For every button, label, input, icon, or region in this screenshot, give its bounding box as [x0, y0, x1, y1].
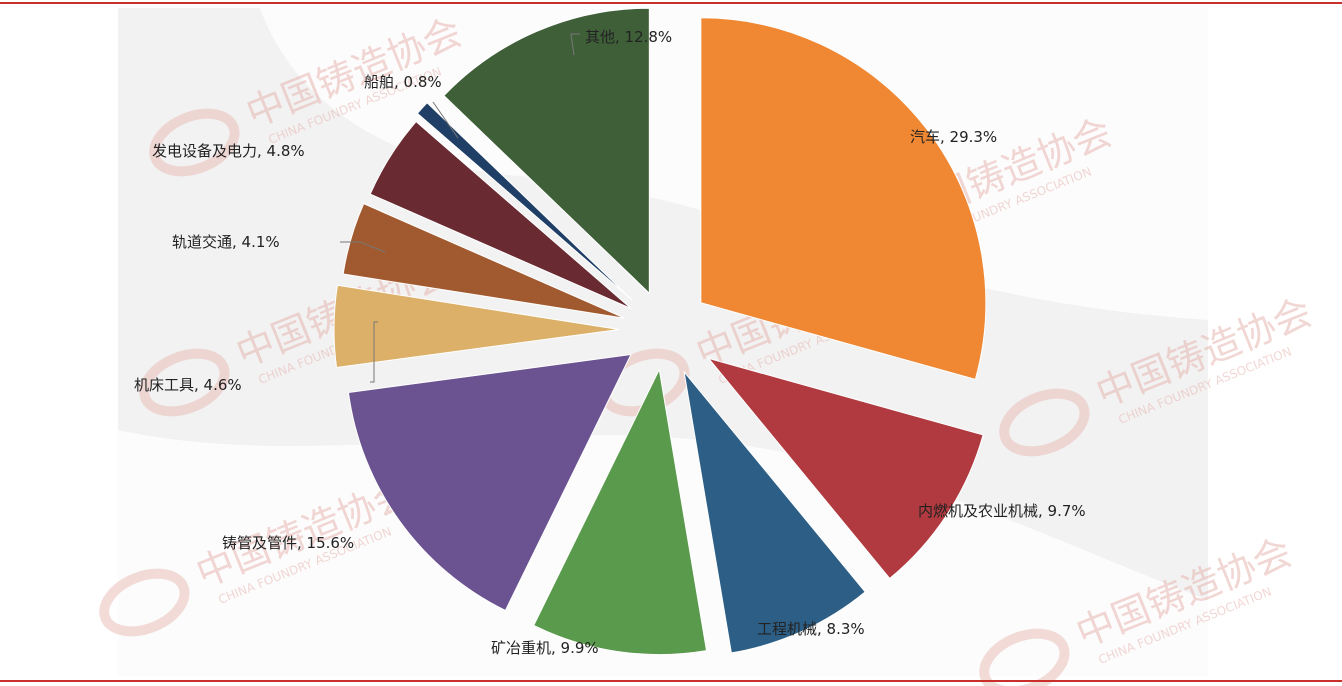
slice-label-5: 铸管及管件, 15.6% — [222, 534, 354, 552]
leader-line-7 — [340, 241, 386, 253]
slice-label-10: 其他, 12.8% — [585, 28, 672, 46]
slice-label-8: 发电设备及电力, 4.8% — [152, 142, 305, 160]
pie-slice-3 — [683, 370, 866, 654]
bottom-rule — [0, 680, 1342, 682]
slice-label-9: 船舶, 0.8% — [364, 73, 442, 91]
watermark-logo-icon — [999, 388, 1090, 457]
watermark-logo-icon — [149, 108, 240, 177]
top-rule — [0, 2, 1342, 4]
pie-slice-2 — [707, 357, 984, 580]
slice-label-7: 轨道交通, 4.1% — [172, 233, 280, 251]
watermark-logo-icon — [979, 628, 1070, 686]
pie-slice-8 — [369, 120, 632, 310]
slice-label-3: 工程机械, 8.3% — [757, 620, 865, 638]
pie-slice-4 — [533, 367, 708, 656]
watermark-logo-icon — [99, 568, 190, 637]
leader-line-6 — [370, 321, 378, 383]
pie-slice-9 — [416, 102, 633, 301]
pie-slice-7 — [342, 203, 625, 319]
pie-slice-6 — [333, 284, 620, 369]
slice-label-2: 内燃机及农业机械, 9.7% — [918, 502, 1086, 520]
leader-line-9 — [432, 101, 459, 139]
slice-label-6: 机床工具, 4.6% — [134, 376, 242, 394]
slice-label-4: 矿冶重机, 9.9% — [491, 639, 599, 657]
watermark-logo-icon — [139, 348, 230, 417]
leader-line-10 — [570, 33, 580, 56]
pie-slice-1 — [700, 17, 987, 380]
pie-slice-10 — [443, 7, 650, 295]
slice-label-1: 汽车, 29.3% — [910, 128, 997, 146]
pie-slice-5 — [347, 353, 632, 612]
